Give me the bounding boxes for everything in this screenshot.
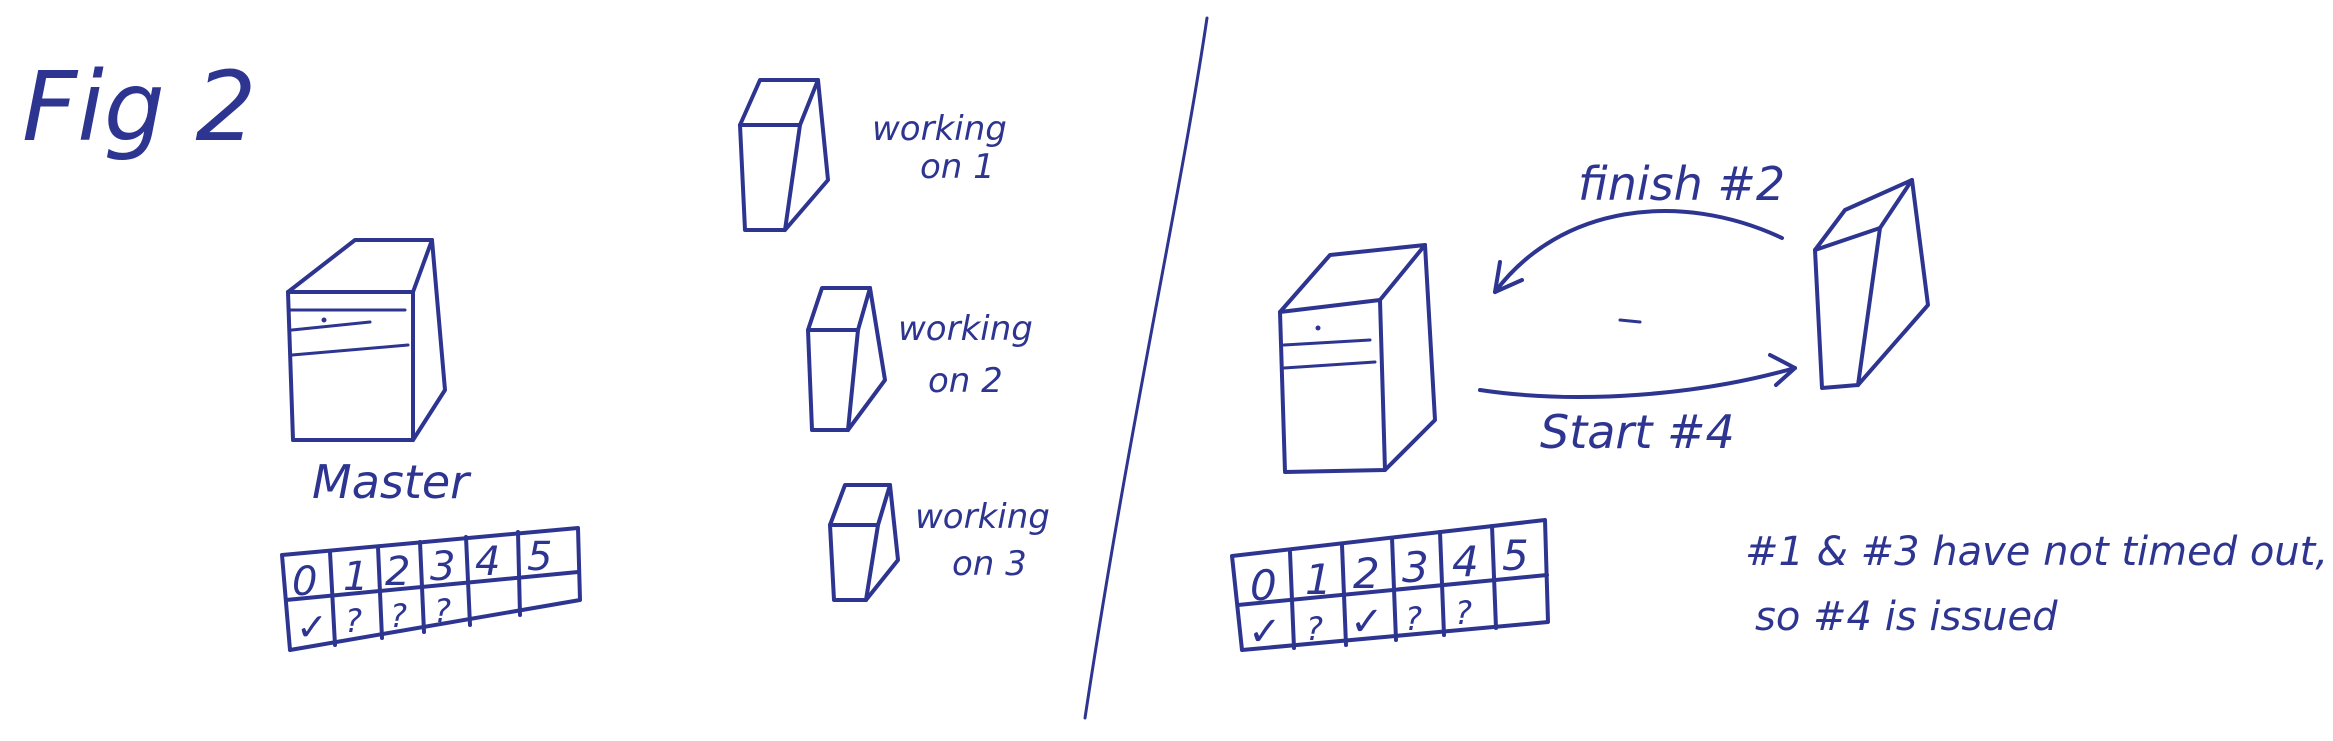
table-cell-index: 5 bbox=[1502, 531, 1529, 580]
worker-right-server-icon bbox=[1813, 178, 1930, 390]
start-arrow-label: Start #4 bbox=[1540, 405, 1735, 459]
table-cell-index: 2 bbox=[1353, 549, 1380, 598]
table-cell-status: ✓ bbox=[296, 605, 328, 649]
table-cell-status: ? bbox=[1455, 594, 1472, 632]
master-label: Master bbox=[312, 455, 472, 509]
right-table-indices: 0 1 2 3 4 5 bbox=[1250, 531, 1529, 610]
worker-3-server-icon bbox=[828, 483, 900, 602]
table-cell-status: ? bbox=[1405, 600, 1422, 638]
worker-1-server-icon bbox=[738, 78, 830, 232]
table-cell-index: 1 bbox=[343, 554, 368, 600]
worker-3-label-line1: working bbox=[915, 497, 1050, 537]
left-table-statuses: ✓ ? ? ? bbox=[296, 592, 451, 649]
right-table-statuses: ✓ ? ✓ ? ? bbox=[1248, 594, 1472, 655]
worker-3-label-line2: on 3 bbox=[952, 544, 1027, 584]
finish-arrow-label: finish #2 bbox=[1578, 157, 1785, 211]
finish-arrow bbox=[1493, 209, 1784, 294]
master-server-right-icon bbox=[1278, 243, 1437, 474]
table-cell-index: 2 bbox=[385, 549, 410, 595]
table-cell-index: 1 bbox=[1305, 555, 1332, 604]
table-cell-status: ? bbox=[345, 602, 362, 640]
stray-mark bbox=[1618, 318, 1642, 324]
table-cell-index: 5 bbox=[527, 534, 552, 580]
left-task-table bbox=[280, 526, 582, 652]
table-cell-status: ✓ bbox=[1350, 599, 1384, 645]
worker-2-label-line2: on 2 bbox=[928, 361, 1003, 401]
table-cell-status: ✓ bbox=[1248, 609, 1282, 655]
table-cell-index: 3 bbox=[1402, 543, 1429, 592]
table-cell-index: 4 bbox=[1452, 537, 1479, 586]
start-arrow bbox=[1478, 353, 1797, 399]
note-line-1: #1 & #3 have not timed out, bbox=[1745, 529, 2328, 575]
master-server-icon bbox=[286, 238, 447, 442]
worker-2-label-line1: working bbox=[898, 309, 1033, 349]
table-cell-index: 4 bbox=[475, 539, 500, 585]
table-cell-index: 0 bbox=[1250, 561, 1277, 610]
worker-1-label-line2: on 1 bbox=[920, 147, 995, 187]
table-cell-status: ? bbox=[1306, 610, 1323, 648]
table-cell-index: 3 bbox=[430, 544, 455, 590]
worker-2-server-icon bbox=[806, 286, 887, 432]
figure-label: Fig 2 bbox=[22, 51, 256, 163]
table-cell-status: ? bbox=[390, 597, 407, 635]
table-cell-status: ? bbox=[434, 592, 451, 630]
left-table-indices: 0 1 2 3 4 5 bbox=[292, 534, 552, 605]
note-line-2: so #4 is issued bbox=[1755, 594, 2058, 640]
right-task-table bbox=[1230, 518, 1550, 652]
panel-divider bbox=[1083, 16, 1209, 720]
table-cell-index: 0 bbox=[292, 559, 317, 605]
worker-1-label-line1: working bbox=[872, 109, 1007, 149]
